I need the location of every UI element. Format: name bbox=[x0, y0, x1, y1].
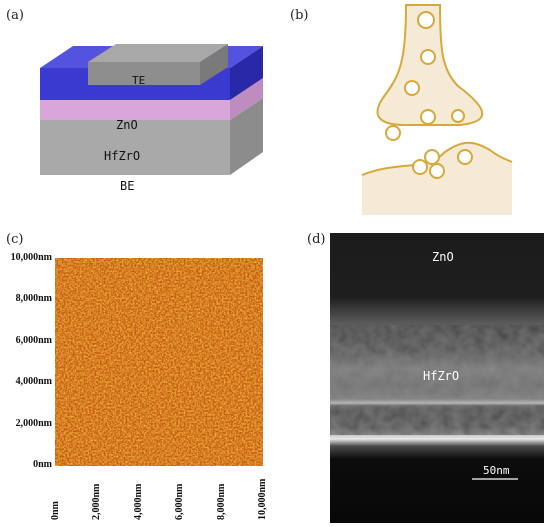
afm-y-tick: 6,000nm bbox=[15, 335, 52, 346]
hfzro-label: HfZrO bbox=[104, 149, 140, 163]
hfzro-side bbox=[230, 78, 263, 120]
panel-label-c: (c) bbox=[6, 232, 24, 247]
tem-zno-label: ZnO bbox=[432, 250, 454, 264]
afm-y-tick: 0nm bbox=[33, 459, 52, 470]
postsynaptic-membrane bbox=[361, 141, 513, 176]
te-label: TE bbox=[132, 74, 145, 87]
vesicle bbox=[420, 109, 436, 125]
afm-x-tick: 10,000nm bbox=[257, 478, 268, 520]
tem-texture bbox=[330, 325, 544, 435]
panel-label-d: (d) bbox=[307, 232, 326, 247]
hfzro-front bbox=[40, 100, 230, 120]
afm-y-tick: 2,000nm bbox=[15, 418, 52, 429]
device-stack-figure: TE ZnO HfZrO BE bbox=[40, 44, 263, 193]
vesicle bbox=[417, 11, 435, 29]
afm-y-tick: 4,000nm bbox=[15, 376, 52, 387]
te-front bbox=[88, 62, 200, 85]
vesicle bbox=[457, 149, 473, 165]
vesicle bbox=[420, 49, 436, 65]
panel-label-b: (b) bbox=[290, 8, 309, 23]
tem-hfzro-label: HfZrO bbox=[423, 369, 459, 383]
afm-x-tick: 8,000nm bbox=[216, 483, 227, 520]
scale-bar-label: 50nm bbox=[483, 464, 510, 477]
afm-surface bbox=[55, 258, 263, 466]
afm-x-tick: 4,000nm bbox=[133, 483, 144, 520]
afm-image bbox=[55, 258, 263, 466]
vesicle bbox=[429, 163, 445, 179]
vesicle bbox=[385, 125, 401, 141]
zno-side bbox=[230, 46, 263, 100]
panel-label-a: (a) bbox=[6, 8, 24, 23]
be-side bbox=[230, 98, 263, 175]
tem-cross-section: ZnO HfZrO 50nm bbox=[330, 233, 544, 523]
be-label: BE bbox=[120, 179, 134, 193]
afm-texture bbox=[55, 258, 263, 466]
afm-y-tick: 10,000nm bbox=[10, 252, 52, 263]
vesicle bbox=[451, 109, 465, 123]
te-side bbox=[200, 44, 228, 85]
afm-x-tick: 0nm bbox=[50, 501, 61, 520]
afm-x-tick: 2,000nm bbox=[91, 483, 102, 520]
afm-y-tick: 8,000nm bbox=[15, 293, 52, 304]
synapse-diagram bbox=[361, 4, 513, 215]
afm-x-tick: 6,000nm bbox=[174, 483, 185, 520]
tem-image: ZnO HfZrO 50nm bbox=[330, 233, 544, 523]
vesicle bbox=[412, 159, 428, 175]
be-front bbox=[40, 120, 230, 175]
vesicle bbox=[424, 149, 440, 165]
te-top bbox=[88, 44, 228, 62]
presynaptic-terminal bbox=[376, 4, 484, 126]
zno-label: ZnO bbox=[116, 118, 138, 132]
vesicle bbox=[404, 80, 420, 96]
